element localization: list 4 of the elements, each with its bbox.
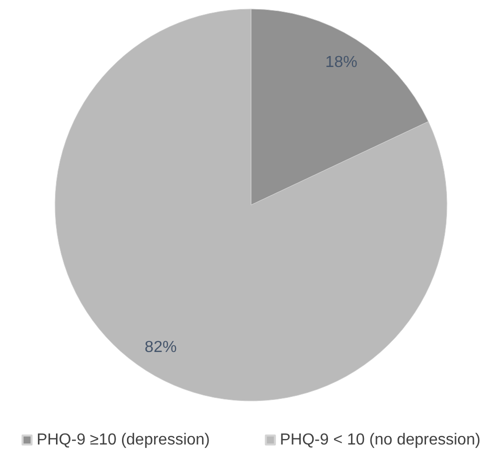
legend-label: PHQ-9 ≥10 (depression) <box>36 432 210 448</box>
data-label: 82% <box>144 338 177 356</box>
legend-label: PHQ-9 < 10 (no depression) <box>280 432 480 448</box>
data-label: 18% <box>325 54 358 72</box>
